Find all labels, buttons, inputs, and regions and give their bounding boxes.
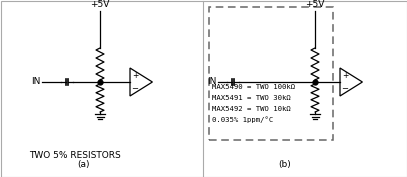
Text: +: + <box>132 71 138 80</box>
Text: +5V: +5V <box>305 0 325 9</box>
Text: (a): (a) <box>77 161 89 170</box>
Text: −: − <box>341 84 348 93</box>
Text: TWO 5% RESISTORS: TWO 5% RESISTORS <box>29 150 121 159</box>
Text: MAX5490 = TWO 100kΩ: MAX5490 = TWO 100kΩ <box>212 84 295 90</box>
Text: MAX5491 = TWO 30kΩ: MAX5491 = TWO 30kΩ <box>212 95 291 101</box>
Text: (b): (b) <box>279 161 291 170</box>
Text: 0.035% 1ppm/°C: 0.035% 1ppm/°C <box>212 117 273 123</box>
Text: −: − <box>131 84 138 93</box>
Text: IN: IN <box>207 78 216 87</box>
Text: +: + <box>342 71 348 80</box>
Text: MAX5492 = TWO 10kΩ: MAX5492 = TWO 10kΩ <box>212 106 291 112</box>
Text: IN: IN <box>31 78 40 87</box>
Text: +5V: +5V <box>90 0 110 9</box>
